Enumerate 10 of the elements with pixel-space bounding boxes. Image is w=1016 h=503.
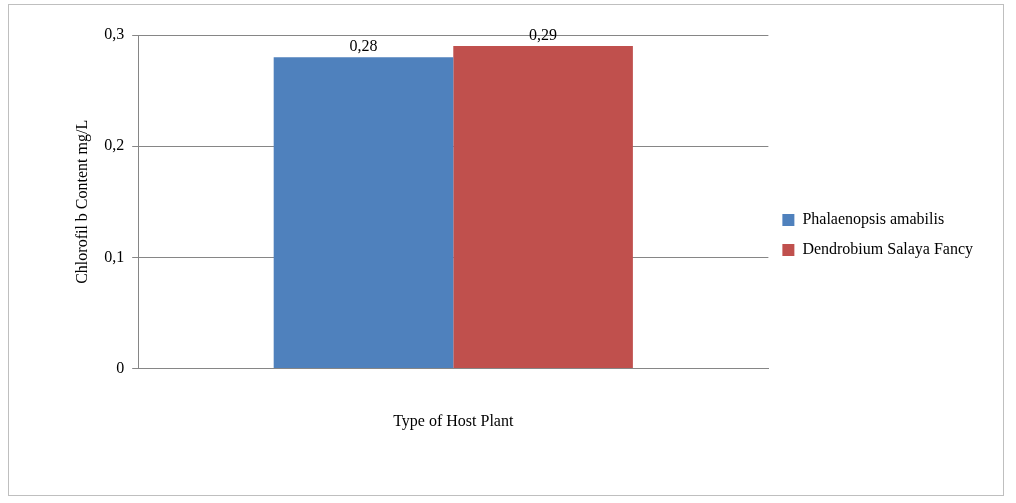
legend-label: Dendrobium Salaya Fancy	[802, 240, 973, 259]
x-axis-title: Type of Host Plant	[393, 411, 514, 430]
y-axis-title: Chlorofil b Content mg/L	[72, 119, 91, 284]
legend-label: Phalaenopsis amabilis	[802, 210, 945, 229]
data-label: 0,28	[349, 37, 378, 55]
data-label: 0,29	[529, 26, 558, 44]
y-tick-label: 0,3	[104, 25, 125, 43]
y-tick-label: 0	[116, 358, 125, 376]
y-tick-label: 0,1	[104, 247, 125, 265]
y-tick-label: 0,2	[104, 136, 125, 154]
